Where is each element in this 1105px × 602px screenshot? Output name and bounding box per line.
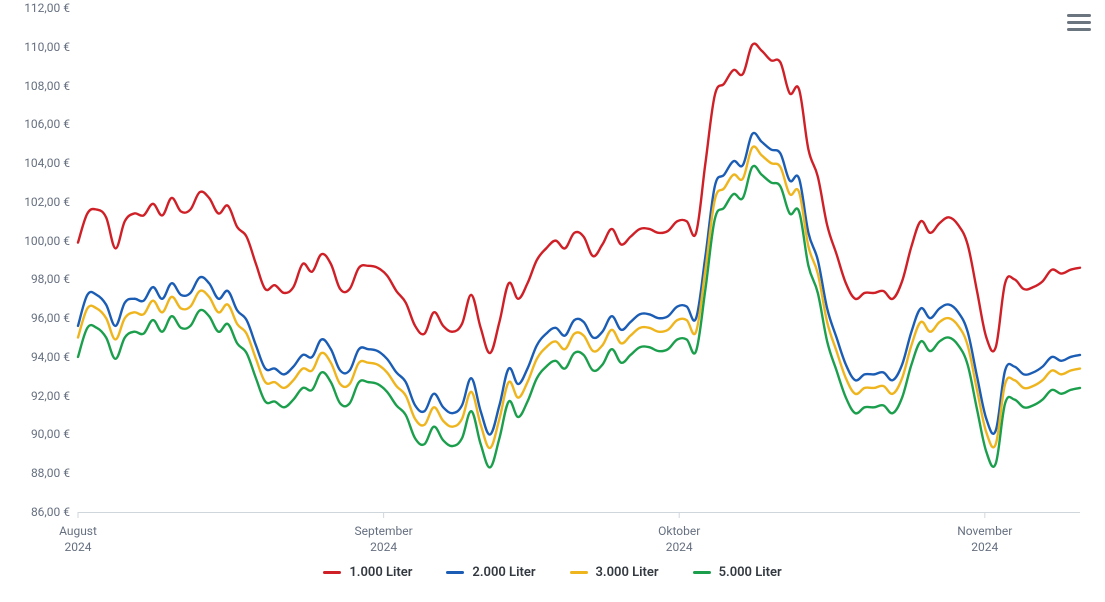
price-line-chart: 86,00 € 88,00 € 90,00 € 92,00 € 94,00 € 96,00… [0,0,1105,602]
y-axis-tick-label: 94,00 € [0,350,70,364]
legend-label: 5.000 Liter [719,565,782,580]
legend-swatch [570,571,588,574]
y-axis-tick-label: 102,00 € [0,195,70,209]
y-axis-tick-label: 88,00 € [0,466,70,480]
x-axis-tick-year: 2024 [65,540,92,554]
legend-item-s3000[interactable]: 3.000 Liter [570,565,659,580]
series-s2000 [78,133,1080,435]
y-axis-tick-label: 110,00 € [0,40,70,54]
y-axis-tick-label: 104,00 € [0,156,70,170]
plot-svg [0,0,1105,602]
legend-swatch [693,571,711,574]
x-axis-tick-year: 2024 [666,540,693,554]
series-s3000 [78,146,1080,448]
series-s5000 [78,166,1080,468]
y-axis-tick-label: 112,00 € [0,1,70,15]
legend-item-s2000[interactable]: 2.000 Liter [446,565,535,580]
chart-legend: 1.000 Liter 2.000 Liter 3.000 Liter 5.000 L… [0,565,1105,580]
y-axis-tick-label: 108,00 € [0,79,70,93]
legend-label: 1.000 Liter [349,565,412,580]
x-axis-tick-month: August [59,524,97,538]
y-axis-tick-label: 98,00 € [0,272,70,286]
y-axis-tick-label: 86,00 € [0,505,70,519]
y-axis-tick-label: 92,00 € [0,389,70,403]
legend-swatch [323,571,341,574]
x-axis-tick-month: September [355,524,413,538]
y-axis-tick-label: 96,00 € [0,311,70,325]
y-axis-tick-label: 106,00 € [0,117,70,131]
x-axis-tick-month: November [957,524,1012,538]
x-axis-tick-month: Oktober [658,524,700,538]
x-axis-tick-year: 2024 [370,540,397,554]
legend-swatch [446,571,464,574]
legend-item-s1000[interactable]: 1.000 Liter [323,565,412,580]
legend-label: 2.000 Liter [472,565,535,580]
x-axis-tick-year: 2024 [971,540,998,554]
legend-label: 3.000 Liter [596,565,659,580]
legend-item-s5000[interactable]: 5.000 Liter [693,565,782,580]
y-axis-tick-label: 90,00 € [0,427,70,441]
y-axis-tick-label: 100,00 € [0,234,70,248]
